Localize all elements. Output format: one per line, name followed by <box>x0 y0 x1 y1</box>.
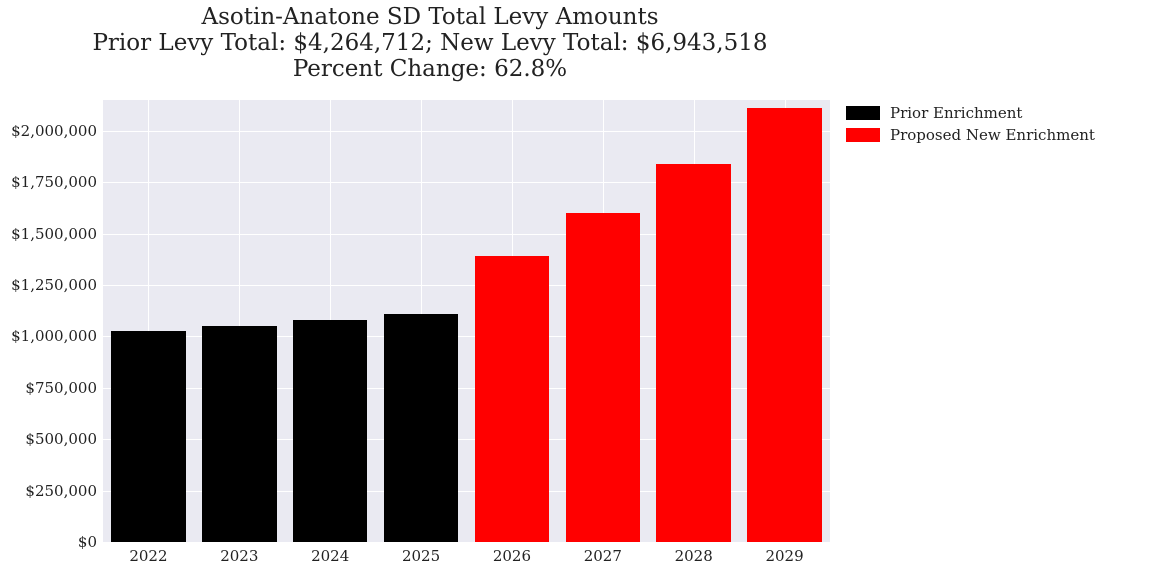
bar-2025 <box>384 314 459 542</box>
y-gridline <box>103 131 830 132</box>
bar-2024 <box>293 320 368 542</box>
x-tick-label: 2025 <box>402 542 440 565</box>
legend-item-prior: Prior Enrichment <box>846 104 1095 122</box>
bar-2029 <box>747 108 822 542</box>
chart-title-line-2: Prior Levy Total: $4,264,712; New Levy T… <box>0 30 860 56</box>
y-tick-label: $1,500,000 <box>11 225 103 243</box>
y-tick-label: $500,000 <box>25 430 103 448</box>
x-tick-label: 2028 <box>675 542 713 565</box>
chart-title-line-3: Percent Change: 62.8% <box>0 56 860 82</box>
bar-2027 <box>566 213 641 542</box>
y-tick-label: $250,000 <box>25 482 103 500</box>
x-tick-label: 2027 <box>584 542 622 565</box>
x-tick-label: 2026 <box>493 542 531 565</box>
legend-swatch <box>846 106 880 120</box>
legend-label: Prior Enrichment <box>890 104 1022 122</box>
legend-label: Proposed New Enrichment <box>890 126 1095 144</box>
bar-2028 <box>656 164 731 542</box>
y-tick-label: $750,000 <box>25 379 103 397</box>
legend-item-proposed: Proposed New Enrichment <box>846 126 1095 144</box>
y-gridline <box>103 542 830 543</box>
legend-swatch <box>846 128 880 142</box>
bar-2023 <box>202 326 277 542</box>
x-tick-label: 2024 <box>311 542 349 565</box>
bar-2026 <box>475 256 550 542</box>
levy-bar-chart: Asotin-Anatone SD Total Levy Amounts Pri… <box>0 0 1152 576</box>
y-tick-label: $1,250,000 <box>11 276 103 294</box>
y-tick-label: $1,000,000 <box>11 327 103 345</box>
chart-title-block: Asotin-Anatone SD Total Levy Amounts Pri… <box>0 4 860 82</box>
bar-2022 <box>111 331 186 542</box>
y-tick-label: $2,000,000 <box>11 122 103 140</box>
plot-area: $0$250,000$500,000$750,000$1,000,000$1,2… <box>103 100 830 542</box>
x-tick-label: 2029 <box>765 542 803 565</box>
y-tick-label: $0 <box>78 533 103 551</box>
legend: Prior Enrichment Proposed New Enrichment <box>846 104 1095 148</box>
x-tick-label: 2022 <box>129 542 167 565</box>
chart-title-line-1: Asotin-Anatone SD Total Levy Amounts <box>0 4 860 30</box>
x-tick-label: 2023 <box>220 542 258 565</box>
y-tick-label: $1,750,000 <box>11 173 103 191</box>
